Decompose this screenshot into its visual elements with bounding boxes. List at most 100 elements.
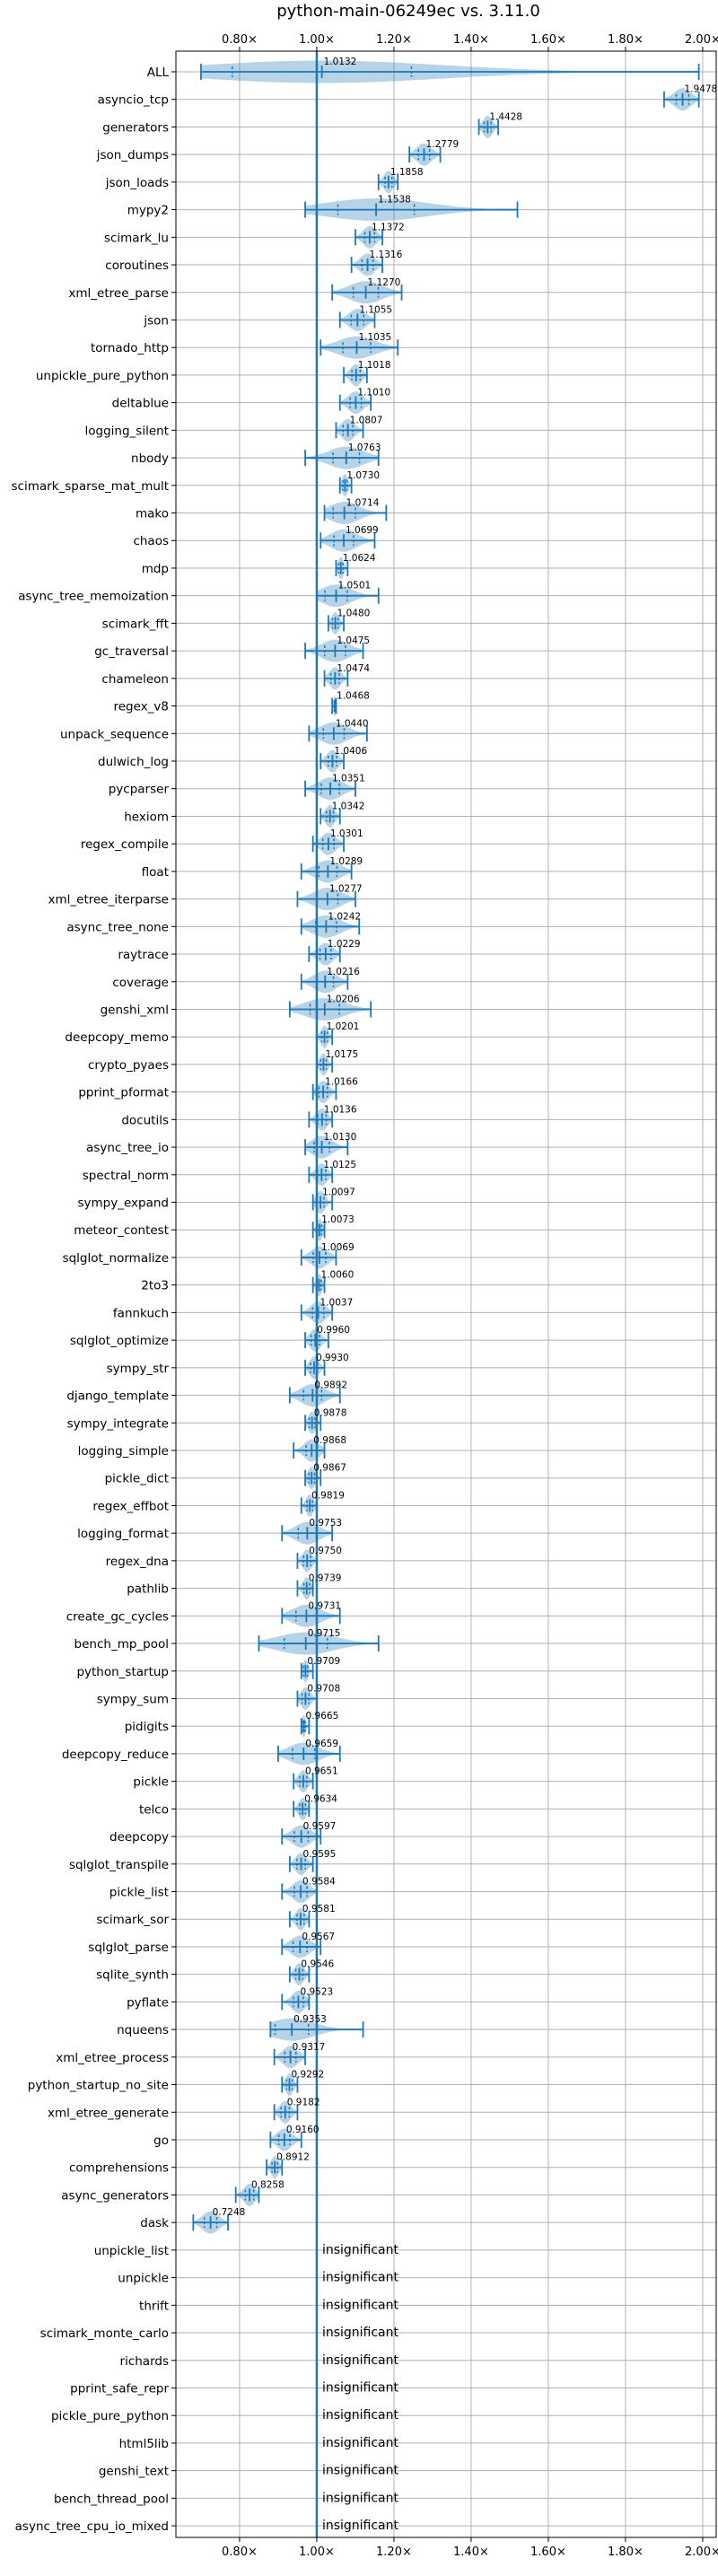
benchmark-name: async_tree_none xyxy=(66,920,169,934)
value-label: 1.0206 xyxy=(327,994,360,1004)
benchmark-name: scimark_monte_carlo xyxy=(40,2326,169,2341)
x-tick-label-top: 1.20× xyxy=(376,33,412,47)
value-label: 1.1316 xyxy=(370,250,403,260)
benchmark-name: sqlglot_normalize xyxy=(63,1251,169,1266)
benchmark-name: deltablue xyxy=(112,397,169,411)
value-label: 0.9317 xyxy=(293,2042,326,2053)
value-label: 1.0474 xyxy=(337,663,370,674)
value-label: 0.9567 xyxy=(302,1932,335,1942)
x-tick-label-bottom: 0.80× xyxy=(222,2545,258,2559)
insignificant-label: insignificant xyxy=(322,2380,399,2395)
benchmark-name: sqlite_synth xyxy=(96,1968,169,1983)
benchmark-name: sqlglot_parse xyxy=(88,1941,169,1955)
benchmark-name: telco xyxy=(139,1802,169,1817)
benchmark-name: dask xyxy=(140,2216,169,2230)
benchmark-name: scimark_fft xyxy=(102,617,169,631)
benchmark-name: pidigits xyxy=(125,1720,169,1734)
x-tick-label-bottom: 1.00× xyxy=(299,2545,335,2559)
benchmark-name: unpickle xyxy=(118,2272,169,2286)
x-tick-label-top: 1.40× xyxy=(453,33,489,47)
benchmark-name: sympy_sum xyxy=(97,1692,169,1706)
value-label: 0.9595 xyxy=(303,1849,337,1860)
value-label: 1.0229 xyxy=(328,939,361,950)
value-label: 0.9665 xyxy=(306,1711,339,1722)
benchmark-name: sympy_str xyxy=(107,1362,170,1376)
benchmark-name: regex_dna xyxy=(106,1555,169,1569)
value-label: 1.0699 xyxy=(346,525,379,536)
value-label: 0.9292 xyxy=(292,2070,325,2081)
benchmark-name: json xyxy=(143,313,169,328)
benchmark-name: nqueens xyxy=(117,2023,169,2037)
value-label: 1.0807 xyxy=(350,415,383,425)
benchmark-name: spectral_norm xyxy=(83,1169,169,1183)
value-label: 1.2779 xyxy=(425,139,459,150)
value-label: 0.9160 xyxy=(286,2125,320,2135)
benchmark-name: json_dumps xyxy=(96,148,169,162)
insignificant-label: insignificant xyxy=(322,2408,399,2423)
benchmark-name: deepcopy_reduce xyxy=(62,1748,169,1762)
x-tick-label-bottom: 2.00× xyxy=(685,2545,718,2559)
benchmark-name: scimark_lu xyxy=(104,231,169,245)
insignificant-label: insignificant xyxy=(322,2353,399,2368)
benchmark-name: coroutines xyxy=(105,258,169,273)
benchmark-name: pickle_list xyxy=(109,1886,169,1900)
value-label: 1.0132 xyxy=(324,57,357,67)
value-label: 1.0216 xyxy=(327,967,360,977)
benchmark-name: deepcopy xyxy=(109,1830,169,1844)
value-label: 1.0136 xyxy=(324,1104,357,1115)
value-label: 0.9960 xyxy=(317,1325,350,1336)
value-label: 1.1372 xyxy=(372,222,405,232)
value-label: 1.0097 xyxy=(322,1187,355,1198)
value-label: 1.0069 xyxy=(321,1242,355,1253)
value-label: 0.9867 xyxy=(313,1463,346,1474)
value-label: 1.0730 xyxy=(346,470,380,481)
x-tick-label-bottom: 1.80× xyxy=(608,2545,644,2559)
benchmark-name: logging_format xyxy=(77,1527,169,1541)
benchmark-name: tornado_http xyxy=(91,341,169,355)
insignificant-label: insignificant xyxy=(322,2491,399,2505)
value-label: 0.9715 xyxy=(308,1628,341,1639)
value-label: 1.1538 xyxy=(378,195,411,206)
value-label: 1.0242 xyxy=(328,911,361,922)
benchmark-name: regex_compile xyxy=(81,837,169,852)
insignificant-label: insignificant xyxy=(322,2464,399,2478)
x-tick-label-top: 1.80× xyxy=(608,33,644,47)
insignificant-label: insignificant xyxy=(322,2519,399,2533)
value-label: 0.9651 xyxy=(305,1766,338,1777)
value-label: 1.0714 xyxy=(346,498,380,509)
benchmark-name: mako xyxy=(136,507,169,521)
benchmark-name: bench_mp_pool xyxy=(74,1637,169,1652)
benchmark-name: raytrace xyxy=(118,948,169,962)
insignificant-label: insignificant xyxy=(322,2243,399,2257)
benchmark-name: sqlglot_transpile xyxy=(69,1858,169,1872)
benchmark-name: genshi_text xyxy=(99,2465,169,2479)
value-label: 1.0501 xyxy=(337,581,371,591)
value-label: 1.1270 xyxy=(368,277,401,288)
value-label: 0.8912 xyxy=(276,2152,310,2163)
x-tick-label-top: 1.00× xyxy=(299,33,335,47)
value-label: 1.0351 xyxy=(332,774,365,784)
value-label: 0.9182 xyxy=(287,2097,320,2107)
x-tick-label-top: 0.80× xyxy=(222,33,258,47)
benchmark-name: pyflate xyxy=(127,1995,169,2010)
plot-frame xyxy=(175,50,717,2538)
insignificant-label: insignificant xyxy=(322,2436,399,2450)
benchmark-name: meteor_contest xyxy=(74,1223,169,1238)
value-label: 1.0037 xyxy=(320,1297,354,1308)
value-label: 0.9892 xyxy=(314,1380,347,1391)
benchmark-name: scimark_sparse_mat_mult xyxy=(12,479,169,494)
benchmark-name: logging_simple xyxy=(78,1444,169,1459)
benchmark-name: xml_etree_parse xyxy=(68,286,169,301)
benchmark-name: xml_etree_process xyxy=(56,2051,169,2065)
violins xyxy=(192,60,700,2234)
benchmark-name: ALL xyxy=(147,66,170,80)
value-label: 0.9546 xyxy=(301,1959,334,1970)
benchmark-name: genshi_xml xyxy=(101,1003,169,1017)
value-label: 1.0468 xyxy=(337,691,370,702)
benchmark-name: logging_silent xyxy=(85,424,169,438)
benchmark-name: bench_thread_pool xyxy=(54,2492,169,2506)
x-tick-label-top: 1.60× xyxy=(530,33,566,47)
benchmark-name: crypto_pyaes xyxy=(88,1058,169,1073)
value-label: 1.0440 xyxy=(336,718,369,729)
